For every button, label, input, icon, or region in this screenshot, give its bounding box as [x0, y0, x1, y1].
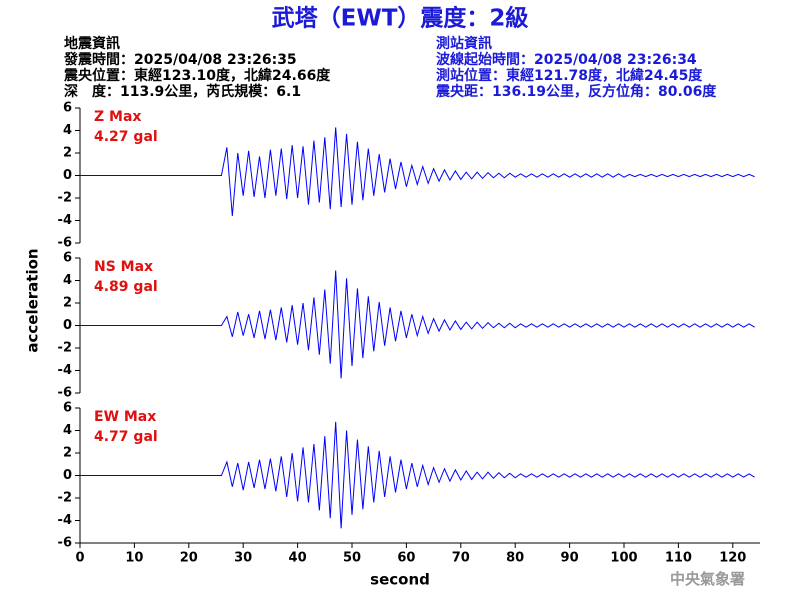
info-line: 震央距：136.19公里，反方位角：80.06度: [435, 83, 717, 100]
y-tick-label: 2: [63, 296, 72, 311]
y-tick-label: -6: [58, 536, 72, 551]
info-line: 震央位置：東經123.10度，北緯24.66度: [63, 67, 331, 84]
x-tick-label: 110: [665, 551, 692, 566]
info-line: 測站資訊: [436, 35, 492, 52]
info-line: 測站位置：東經121.78度，北緯24.45度: [436, 67, 703, 84]
y-tick-label: 4: [63, 273, 72, 288]
waveform: [80, 421, 755, 529]
y-tick-label: 2: [63, 446, 72, 461]
y-tick-label: -6: [58, 236, 72, 251]
y-tick-label: 4: [63, 423, 72, 438]
y-tick-label: 0: [63, 468, 72, 483]
x-tick-label: 80: [506, 551, 524, 566]
x-tick-label: 30: [234, 551, 252, 566]
info-line: 波線起始時間：2025/04/08 23:26:34: [436, 51, 697, 68]
x-tick-label: 20: [180, 551, 198, 566]
x-tick-label: 0: [75, 551, 84, 566]
y-tick-label: -4: [58, 213, 72, 228]
y-tick-label: -4: [58, 513, 72, 528]
info-line: 地震資訊: [64, 35, 120, 52]
y-tick-label: 6: [63, 101, 72, 116]
annotation: Z Max: [94, 109, 141, 125]
y-tick-label: 6: [63, 401, 72, 416]
credit: 中央氣象署: [670, 570, 745, 588]
waveform: [80, 270, 755, 379]
y-tick-label: -2: [58, 491, 72, 506]
y-tick-label: 2: [63, 146, 72, 161]
y-tick-label: -2: [58, 191, 72, 206]
y-axis-label: acceleration: [24, 248, 42, 352]
waveform: [80, 127, 755, 217]
x-tick-label: 120: [719, 551, 746, 566]
y-tick-label: -4: [58, 363, 72, 378]
annotation: NS Max: [94, 259, 153, 275]
x-tick-label: 60: [397, 551, 415, 566]
info-line: 發震時間：2025/04/08 23:26:35: [63, 51, 297, 68]
x-tick-label: 10: [125, 551, 143, 566]
x-tick-label: 40: [289, 551, 307, 566]
annotation: 4.89 gal: [94, 279, 158, 295]
annotation: EW Max: [94, 409, 156, 425]
x-tick-label: 70: [452, 551, 470, 566]
y-tick-label: 6: [63, 251, 72, 266]
y-tick-label: -2: [58, 341, 72, 356]
y-tick-label: 0: [63, 318, 72, 333]
title: 武塔（EWT）震度：2級: [272, 5, 529, 32]
x-tick-label: 50: [343, 551, 361, 566]
x-tick-label: 100: [610, 551, 637, 566]
x-axis-label: second: [370, 571, 430, 589]
annotation: 4.27 gal: [94, 129, 158, 145]
info-line: 深 度：113.9公里，芮氏規模：6.1: [64, 83, 301, 100]
y-tick-label: 0: [63, 168, 72, 183]
annotation: 4.77 gal: [94, 429, 158, 445]
x-tick-label: 90: [561, 551, 579, 566]
y-tick-label: 4: [63, 123, 72, 138]
y-tick-label: -6: [58, 386, 72, 401]
